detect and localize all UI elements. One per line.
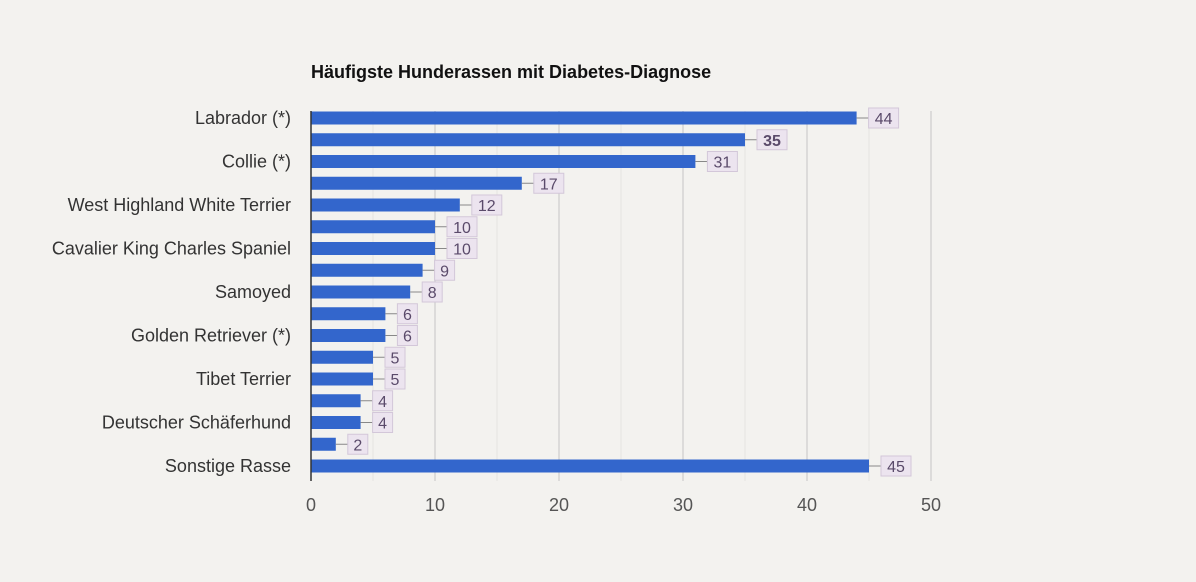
bar xyxy=(311,285,411,299)
data-label-box xyxy=(384,368,406,390)
data-label-box xyxy=(446,238,478,259)
data-label: 44 xyxy=(875,111,893,128)
category-label: Tibet Terrier xyxy=(196,369,291,389)
data-label-box xyxy=(706,151,738,172)
data-label: 6 xyxy=(403,329,412,346)
data-label-box xyxy=(471,194,503,216)
category-label: Golden Retriever (*) xyxy=(131,326,291,346)
category-label: Sonstige Rasse xyxy=(165,456,291,476)
data-label: 9 xyxy=(440,263,449,280)
bar xyxy=(311,242,435,255)
data-label: 31 xyxy=(714,155,732,172)
data-label: 5 xyxy=(391,350,400,367)
bar xyxy=(311,263,423,277)
bars xyxy=(311,111,869,473)
bar xyxy=(311,176,522,190)
bar xyxy=(311,155,696,168)
category-label: West Highland White Terrier xyxy=(68,195,291,215)
data-label-box xyxy=(756,129,788,151)
data-label-box xyxy=(372,412,394,433)
bar xyxy=(311,394,361,408)
category-label: Collie (*) xyxy=(222,152,291,172)
chart-title: Häufigste Hunderassen mit Diabetes-Diagn… xyxy=(311,62,711,82)
bar xyxy=(311,372,373,386)
category-label: Samoyed xyxy=(215,282,291,302)
data-label: 4 xyxy=(378,416,387,433)
bar xyxy=(311,111,857,125)
data-label-box xyxy=(880,455,912,477)
data-label: 45 xyxy=(887,459,905,476)
data-label-box xyxy=(384,346,406,368)
data-label: 10 xyxy=(453,220,471,237)
x-tick-label: 50 xyxy=(921,495,941,515)
category-label: Deutscher Schäferhund xyxy=(102,413,291,433)
category-label: Cavalier King Charles Spaniel xyxy=(52,239,291,259)
bar xyxy=(311,437,336,451)
x-tick-label: 40 xyxy=(797,495,817,515)
gridlines xyxy=(372,111,932,481)
data-label-box xyxy=(396,303,418,325)
data-label: 17 xyxy=(540,176,558,193)
x-tick-label: 20 xyxy=(549,495,569,515)
data-label-box xyxy=(868,107,900,129)
data-label: 5 xyxy=(391,372,400,389)
axes: 0 10 20 30 40 50 xyxy=(306,111,941,515)
data-label: 35 xyxy=(763,133,781,150)
data-label: 10 xyxy=(453,242,471,259)
bar xyxy=(311,198,460,212)
x-tick-label: 10 xyxy=(425,495,445,515)
bar xyxy=(311,220,435,234)
bar xyxy=(311,459,869,473)
data-label-box xyxy=(421,281,443,303)
bar xyxy=(311,133,745,147)
category-label: Labrador (*) xyxy=(195,108,291,128)
data-label: 4 xyxy=(378,394,387,411)
bar xyxy=(311,350,373,364)
bar xyxy=(311,416,361,429)
data-label: 6 xyxy=(403,307,412,324)
data-label: 12 xyxy=(478,198,496,215)
data-label-box xyxy=(347,433,369,455)
x-tick-label: 30 xyxy=(673,495,693,515)
data-label: 8 xyxy=(428,285,437,302)
data-label-box xyxy=(446,216,478,238)
data-label-box xyxy=(396,325,418,346)
bar xyxy=(311,329,386,342)
data-label: 2 xyxy=(353,437,362,454)
bar xyxy=(311,307,386,321)
data-label-box xyxy=(533,172,565,194)
data-label-box xyxy=(372,390,394,412)
data-label-box xyxy=(434,259,456,281)
category-labels: Labrador (*) Collie (*) West Highland Whit… xyxy=(52,108,291,476)
x-tick-label: 0 xyxy=(306,495,316,515)
